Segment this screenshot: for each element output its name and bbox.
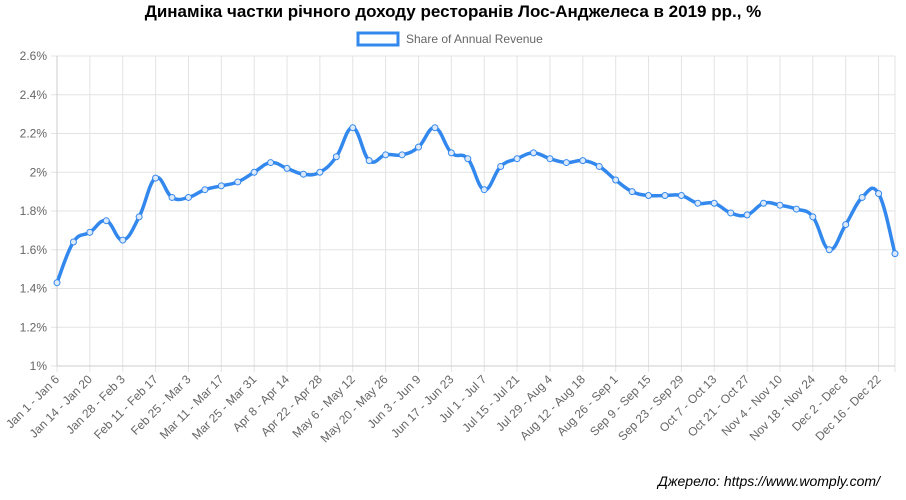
y-tick-label: 1.2% [20, 320, 48, 334]
data-point[interactable] [283, 164, 291, 172]
data-point[interactable] [809, 213, 817, 221]
data-point[interactable] [825, 246, 833, 254]
chart-title: Динаміка частки річного доходу ресторані… [144, 2, 762, 21]
data-point[interactable] [694, 199, 702, 207]
data-point[interactable] [398, 151, 406, 159]
data-point[interactable] [858, 193, 866, 201]
data-point[interactable] [250, 168, 258, 176]
y-tick-label: 1% [30, 359, 48, 373]
data-point[interactable] [201, 186, 209, 194]
data-point[interactable] [513, 155, 521, 163]
legend-swatch[interactable] [356, 31, 400, 47]
data-point[interactable] [234, 178, 242, 186]
data-point[interactable] [595, 162, 603, 170]
y-tick-label: 2.4% [20, 88, 48, 102]
data-point[interactable] [69, 238, 77, 246]
y-tick-label: 1.4% [20, 282, 48, 296]
data-point[interactable] [776, 201, 784, 209]
data-point[interactable] [267, 159, 275, 167]
data-point[interactable] [612, 176, 620, 184]
data-point[interactable] [168, 193, 176, 201]
data-point[interactable] [743, 211, 751, 219]
data-point[interactable] [119, 236, 127, 244]
data-point[interactable] [562, 159, 570, 167]
data-point[interactable] [579, 157, 587, 165]
y-tick-label: 1.8% [20, 204, 48, 218]
data-point[interactable] [152, 174, 160, 182]
data-point[interactable] [365, 157, 373, 165]
data-point[interactable] [760, 199, 768, 207]
data-point[interactable] [414, 143, 422, 151]
data-point[interactable] [497, 162, 505, 170]
data-point[interactable] [842, 221, 850, 229]
data-point[interactable] [184, 193, 192, 201]
data-point[interactable] [661, 192, 669, 199]
data-point[interactable] [135, 213, 143, 221]
data-point[interactable] [645, 192, 653, 199]
series-group [53, 124, 899, 287]
legend[interactable]: Share of Annual Revenue [356, 31, 543, 47]
y-axis: 1% 1.2% 1.4% 1.6% 1.8% 2% 2.2% 2.4% 2.6% [20, 49, 58, 373]
data-point[interactable] [431, 124, 439, 132]
data-point[interactable] [792, 205, 800, 213]
data-point[interactable] [332, 153, 340, 161]
data-point[interactable] [349, 124, 357, 132]
source-note: Джерело: https://www.womply.com/ [658, 473, 880, 489]
data-point[interactable] [86, 228, 94, 236]
data-point[interactable] [447, 149, 455, 157]
data-point[interactable] [480, 186, 488, 194]
data-point[interactable] [875, 190, 883, 198]
data-point[interactable] [727, 209, 735, 217]
series-line [55, 125, 897, 285]
data-point[interactable] [530, 149, 538, 157]
data-point[interactable] [546, 155, 554, 163]
data-point[interactable] [53, 279, 61, 287]
data-point[interactable] [628, 188, 636, 196]
data-point[interactable] [299, 170, 307, 178]
data-point[interactable] [677, 192, 685, 199]
data-point[interactable] [464, 155, 472, 163]
y-tick-label: 2.6% [20, 49, 48, 63]
data-point[interactable] [316, 168, 324, 176]
y-tick-label: 2.2% [20, 127, 48, 141]
grid-lines [51, 55, 896, 372]
data-point[interactable] [710, 199, 718, 207]
data-point[interactable] [891, 250, 899, 258]
legend-label[interactable]: Share of Annual Revenue [406, 32, 543, 46]
y-tick-label: 1.6% [20, 243, 48, 257]
y-tick-label: 2% [30, 165, 48, 179]
data-point[interactable] [217, 182, 225, 190]
data-point[interactable] [102, 217, 110, 225]
data-point[interactable] [382, 151, 390, 159]
